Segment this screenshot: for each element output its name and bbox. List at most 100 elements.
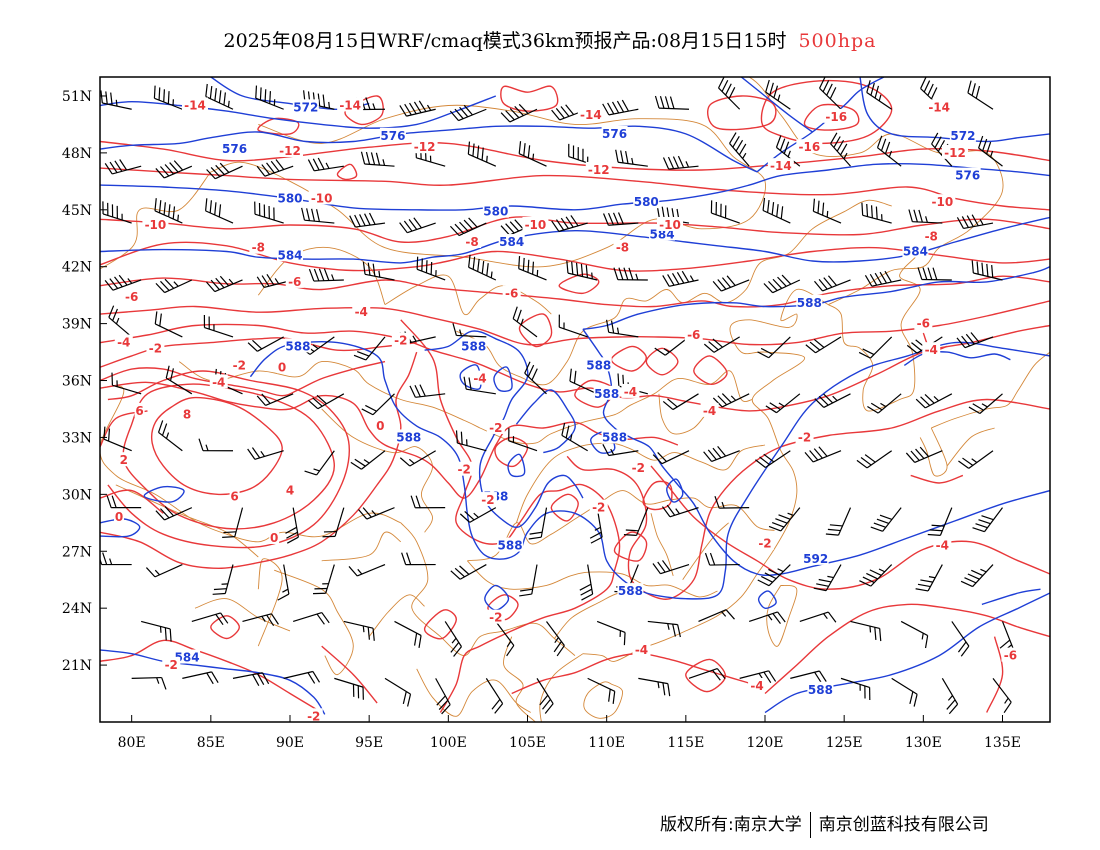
wind-barb-feather [957,641,967,653]
wind-barb-feather [757,351,770,359]
wind-barb-halffeather [156,677,160,684]
wind-barb [840,677,871,701]
wind-barb-feather [167,91,170,104]
lon-tick-label: 110E [588,735,625,751]
wind-barb [512,306,538,338]
wind-barb-feather [721,79,729,92]
wind-barb-feather [419,384,426,397]
wind-barb [212,564,234,595]
wind-barb-halffeather [989,150,994,158]
wind-barb-feather [358,509,368,520]
temperature-contour [107,370,351,549]
wind-barb-feather [316,613,325,625]
wind-barb-feather [153,85,156,99]
wind-barb-feather [956,337,966,349]
boundary-line [650,513,674,577]
wind-barb-feather [264,89,267,102]
lat-tick-label: 42N [62,260,92,276]
wind-barb-feather [220,612,229,624]
wind-barb-halffeather [357,568,363,575]
wind-barb-feather [266,274,275,286]
wind-barb-feather [965,333,975,345]
boundary-line [946,427,995,467]
temperature-contour-label-bg [182,406,193,421]
wind-barb-halffeather [109,558,113,565]
temperature-contour-label: -14 [580,108,602,122]
wind-barb-halffeather [730,395,737,401]
temperature-contour-label: -4 [355,305,368,319]
wind-barb-feather [454,223,465,234]
wind-barb-feather [967,573,980,580]
wind-barb-feather [590,536,603,544]
wind-barb-feather [566,260,569,274]
height-contour-label: 580 [483,205,508,219]
wind-barb-feather [866,80,871,93]
wind-barb-feather [415,495,421,508]
wind-barb-feather [707,449,717,461]
wind-barb-feather [862,348,875,356]
temperature-contour-label-bg [269,529,280,544]
wind-barb-feather [654,347,666,356]
wind-barb-feather [906,344,918,354]
wind-barb [915,564,943,592]
wind-barb-feather [662,157,670,170]
temperature-contour-label: -2 [489,611,502,625]
wind-barb-feather [616,100,625,113]
temperature-contour [613,531,648,562]
temperature-contour-label-bg [585,161,612,176]
lon-tick-label: 125E [826,735,863,751]
wind-barb-halffeather [878,94,882,102]
wind-barb-halffeather [925,216,928,223]
wind-barb [242,613,279,626]
temperature-contour-label-bg [308,190,335,205]
height-contour [757,590,777,609]
wind-barb-feather [565,216,574,228]
wind-barb [992,678,1012,713]
temperature-contour-label-bg [795,429,814,444]
temperature-contour-label: -8 [465,235,478,249]
wind-barb-feather [869,273,878,286]
temperature-contour-label: 0 [115,510,123,524]
wind-barb [198,438,234,452]
wind-barb-feather [372,263,376,277]
wind-barb [343,620,375,641]
wind-barb [203,314,234,338]
wind-barb-feather [862,576,875,584]
wind-barb-feather [769,82,774,96]
wind-barb-feather [468,254,471,268]
wind-barb-feather [223,531,237,534]
wind-barb-feather [370,152,376,165]
wind-barb-halffeather [506,641,512,647]
wind-barb [459,507,497,523]
wind-barb-feather [905,452,916,463]
wind-barb-shaft [154,563,183,578]
wind-barb [688,667,726,681]
wind-barb-feather [776,204,779,217]
wind-barb-feather [975,523,988,529]
temperature-contour [100,351,418,570]
temperature-contour [100,275,1050,308]
wind-barb [972,507,1003,533]
height-contour-label: 572 [950,129,975,143]
wind-barb [401,552,436,566]
wind-barb-feather [164,627,167,641]
wind-barb [870,507,902,532]
wind-barb-feather [512,306,518,319]
wind-barb-shaft [304,219,335,224]
wind-barb [222,507,244,538]
temperature-contour [610,345,648,372]
boundary-line [682,522,729,580]
wind-barb-feather [976,261,979,275]
wind-barb-feather [100,90,103,104]
wind-barb-halffeather [205,444,209,451]
wind-barb-feather [518,103,529,114]
wind-barb-feather [867,405,879,414]
temperature-contour-label-bg [478,492,497,507]
height-contour-label: 592 [803,552,828,566]
wind-barb-feather [222,536,235,538]
temperature-contour [100,489,164,514]
wind-barb [416,256,446,281]
wind-barb-feather [160,508,170,519]
temperature-contour [257,117,300,135]
wind-barb-feather [580,263,584,277]
